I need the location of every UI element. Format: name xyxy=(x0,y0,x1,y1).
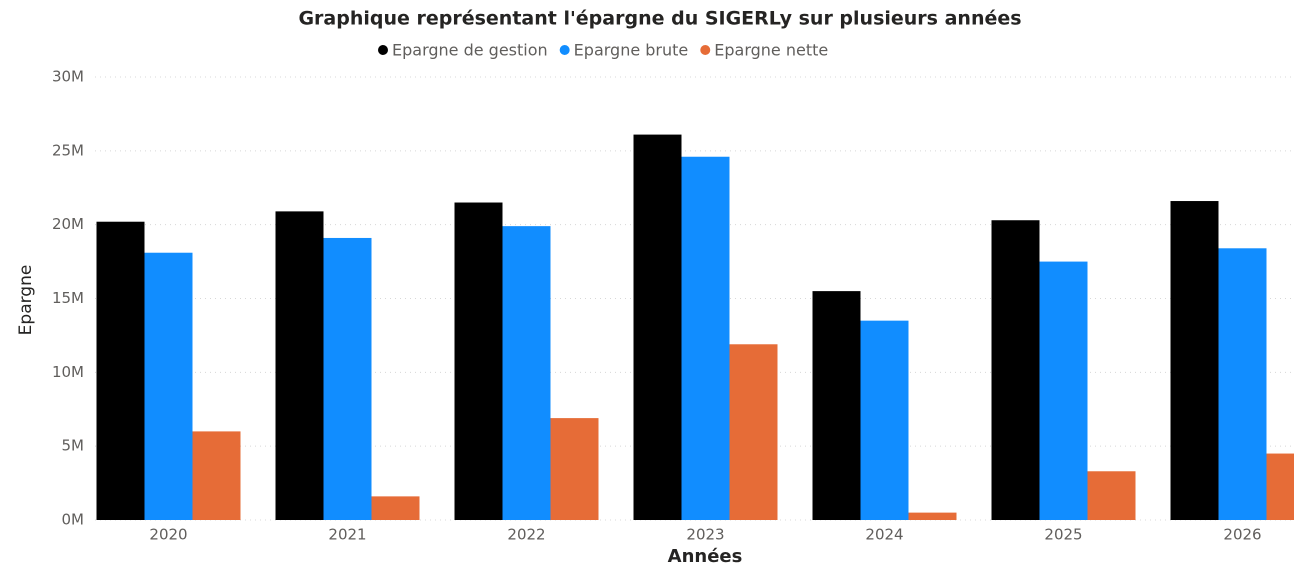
x-tick-label: 2022 xyxy=(507,526,545,544)
bar xyxy=(96,221,145,521)
bar xyxy=(1170,201,1219,521)
bar xyxy=(1218,248,1267,520)
y-tick-label: 25M xyxy=(52,141,84,159)
x-tick-label: 2023 xyxy=(686,526,724,544)
bar xyxy=(860,320,909,520)
bar xyxy=(812,291,861,520)
bar xyxy=(633,134,682,520)
legend-marker xyxy=(559,45,570,55)
bar xyxy=(1266,453,1294,520)
y-tick-label: 5M xyxy=(62,437,85,455)
x-tick-label: 2020 xyxy=(149,526,187,544)
bar xyxy=(991,220,1040,520)
legend-marker xyxy=(378,45,388,55)
bar xyxy=(371,496,420,520)
bar xyxy=(502,226,551,521)
legend-label: Epargne nette xyxy=(714,41,828,60)
legend-label: Epargne brute xyxy=(574,41,689,60)
bar xyxy=(550,418,599,520)
bar xyxy=(275,211,324,521)
x-tick-label: 2026 xyxy=(1223,526,1261,544)
bar xyxy=(1039,261,1088,520)
bar xyxy=(192,431,241,520)
bar xyxy=(1087,471,1136,520)
x-tick-label: 2025 xyxy=(1044,526,1082,544)
y-tick-label: 30M xyxy=(52,68,84,86)
y-axis-label: Epargne xyxy=(16,265,36,336)
x-tick-label: 2021 xyxy=(328,526,366,544)
bar xyxy=(144,252,193,520)
bar xyxy=(908,512,957,520)
chart-title: Graphique représentant l'épargne du SIGE… xyxy=(298,8,1021,30)
y-tick-label: 10M xyxy=(52,363,84,381)
bar xyxy=(323,237,372,520)
legend-marker xyxy=(700,45,711,55)
y-tick-label: 20M xyxy=(52,215,84,233)
legend-label: Epargne de gestion xyxy=(392,41,548,60)
bar xyxy=(729,344,778,520)
bar xyxy=(454,202,503,520)
x-axis-label: Années xyxy=(668,546,743,567)
bar xyxy=(681,156,730,521)
x-tick-label: 2024 xyxy=(865,526,903,544)
y-tick-label: 0M xyxy=(62,511,85,529)
y-tick-label: 15M xyxy=(52,289,84,307)
